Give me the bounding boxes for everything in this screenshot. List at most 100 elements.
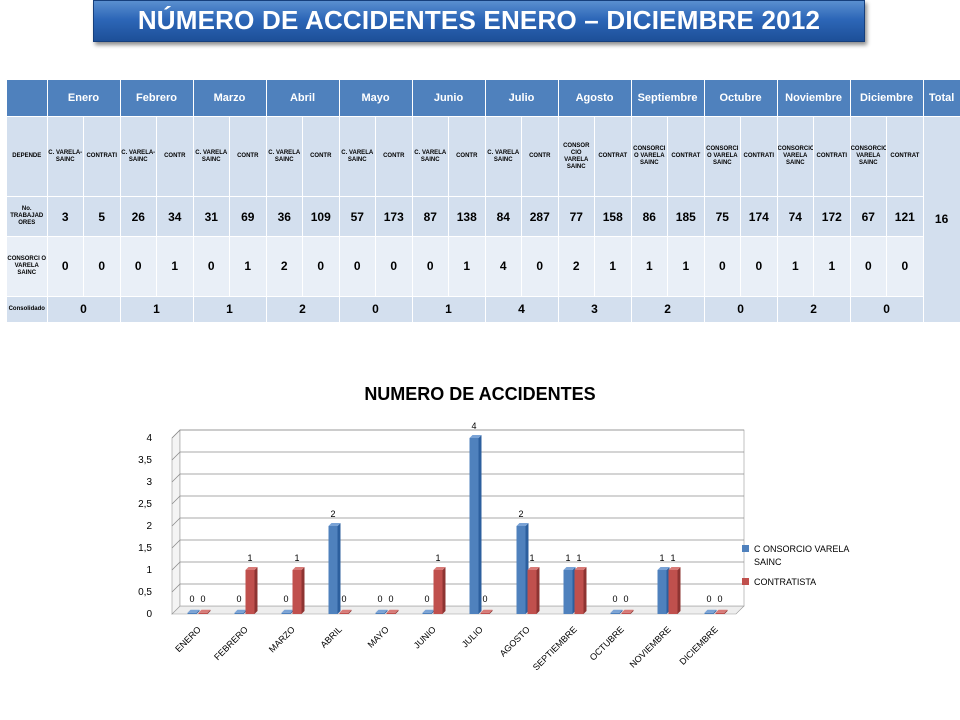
workers-consorcio: 77: [558, 196, 596, 237]
gridline: [171, 561, 744, 571]
workers-contratista: 185: [667, 196, 705, 237]
consolidated-value: 0: [850, 296, 924, 324]
bar-contratista: [715, 609, 728, 614]
month-header: Febrero: [120, 80, 194, 118]
bar-contratista: [433, 567, 446, 614]
accidents-table: Enero Febrero Marzo Abril Mayo Junio Julio Agos…: [7, 80, 960, 324]
subheader-contratista: CONTRAT: [667, 116, 705, 198]
bar-contratista: [527, 567, 540, 614]
x-tick-label: JUNIO: [412, 624, 438, 650]
month-header: Octubre: [704, 80, 778, 118]
accidents-consorcio: 2: [558, 236, 596, 297]
bar-consorcio: [375, 609, 388, 614]
bar-contratista: [574, 567, 587, 614]
data-label: 1: [670, 553, 675, 563]
subheader-consorcio: CONSORCIO VARELA SAINC: [777, 116, 815, 198]
workers-contratista: 34: [156, 196, 194, 237]
bar-contratista: [339, 609, 352, 614]
month-header: Diciembre: [850, 80, 924, 118]
subheader-consorcio: C. VARELA-SAINC: [47, 116, 84, 198]
workers-consorcio: 84: [485, 196, 522, 237]
workers-consorcio: 74: [777, 196, 815, 237]
consolidated-value: 1: [193, 296, 267, 324]
accidents-contratista: 0: [83, 236, 121, 297]
row-label-depende: DEPENDE: [7, 116, 48, 198]
subheader-contratista: CONTRATI: [813, 116, 851, 198]
workers-contratista: 172: [813, 196, 851, 237]
x-tick-label: FEBRERO: [212, 624, 250, 662]
x-tick-label: AGOSTO: [498, 624, 532, 658]
table-row-trabajadores: No. TRABAJAD ORES 3 5 26 34 31 69 36 109 57 173 87 1…: [7, 196, 960, 237]
table-row-accidentes: CONSORCI O VARELA SAINC 0 0 0 1 0 1 2 0 0 0 0 1 4 0 2 1 1…: [7, 236, 960, 297]
subheader-consorcio: CONSORCIO VARELA SAINC: [850, 116, 888, 198]
data-label: 0: [200, 594, 205, 604]
bar-consorcio: [516, 523, 529, 614]
subheader-consorcio: C. VARELA SAINC: [412, 116, 449, 198]
total-header: Total: [923, 80, 960, 118]
workers-contratista: 158: [594, 196, 632, 237]
data-label: 1: [565, 553, 570, 563]
subheader-consorcio: CONSOR CIO VARELA SAINC: [558, 116, 596, 198]
consolidated-value: 0: [704, 296, 778, 324]
bar-consorcio: [657, 567, 670, 614]
subheader-contratista: CONTR: [521, 116, 559, 198]
x-tick-label: MAYO: [366, 624, 391, 649]
data-label: 0: [283, 594, 288, 604]
accidents-contratista: 0: [740, 236, 778, 297]
chart-title: NUMERO DE ACCIDENTES: [364, 384, 596, 404]
month-header: Mayo: [339, 80, 413, 118]
y-tick-label: 2: [146, 521, 152, 532]
y-tick-label: 1: [146, 565, 152, 576]
accidents-consorcio: 0: [47, 236, 84, 297]
y-tick-label: 3: [146, 477, 152, 488]
workers-contratista: 287: [521, 196, 559, 237]
data-label: 4: [471, 421, 476, 431]
workers-contratista: 173: [375, 196, 413, 237]
subheader-consorcio: C. VARELA SAINC: [266, 116, 303, 198]
data-label: 2: [330, 509, 335, 519]
workers-contratista: 121: [886, 196, 924, 237]
data-label: 0: [717, 594, 722, 604]
subheader-consorcio: C. VARELA SAINC: [339, 116, 376, 198]
consolidated-value: 2: [777, 296, 851, 324]
y-tick-label: 1,5: [138, 543, 152, 554]
consolidated-value: 2: [266, 296, 340, 324]
subheader-consorcio: CONSORCI O VARELA SAINC: [631, 116, 669, 198]
accidents-contratista: 0: [886, 236, 924, 297]
data-label: 1: [529, 553, 534, 563]
consolidated-value: 2: [631, 296, 705, 324]
gridline: [171, 539, 744, 549]
gridline: [171, 473, 744, 483]
subheader-consorcio: C. VARELA-SAINC: [120, 116, 157, 198]
consolidated-value: 1: [120, 296, 194, 324]
accidents-contratista: 1: [448, 236, 486, 297]
workers-contratista: 5: [83, 196, 121, 237]
data-label: 1: [247, 553, 252, 563]
data-label: 0: [706, 594, 711, 604]
subheader-consorcio: CONSORCI O VARELA SAINC: [704, 116, 742, 198]
accidents-consorcio: 0: [850, 236, 888, 297]
accidents-consorcio: 0: [120, 236, 157, 297]
row-label-consorcio: CONSORCI O VARELA SAINC: [7, 236, 48, 297]
data-label: 0: [341, 594, 346, 604]
subheader-contratista: CONTR: [156, 116, 194, 198]
bar-contratista: [668, 567, 681, 614]
workers-consorcio: 75: [704, 196, 742, 237]
bar-contratista: [621, 609, 634, 614]
bar-contratista: [386, 609, 399, 614]
accidents-consorcio: 2: [266, 236, 303, 297]
data-label: 0: [236, 594, 241, 604]
accidents-consorcio: 4: [485, 236, 522, 297]
x-tick-label: ABRIL: [318, 624, 343, 649]
x-tick-label: SEPTIEMBRE: [531, 624, 579, 672]
gridline: [171, 583, 744, 593]
accidents-consorcio: 0: [412, 236, 449, 297]
gridline: [171, 429, 744, 439]
subheader-consorcio: C. VARELA SAINC: [485, 116, 522, 198]
month-header: Junio: [412, 80, 486, 118]
subheader-contratista: CONTR: [375, 116, 413, 198]
workers-consorcio: 87: [412, 196, 449, 237]
data-label: 1: [294, 553, 299, 563]
workers-consorcio: 57: [339, 196, 376, 237]
